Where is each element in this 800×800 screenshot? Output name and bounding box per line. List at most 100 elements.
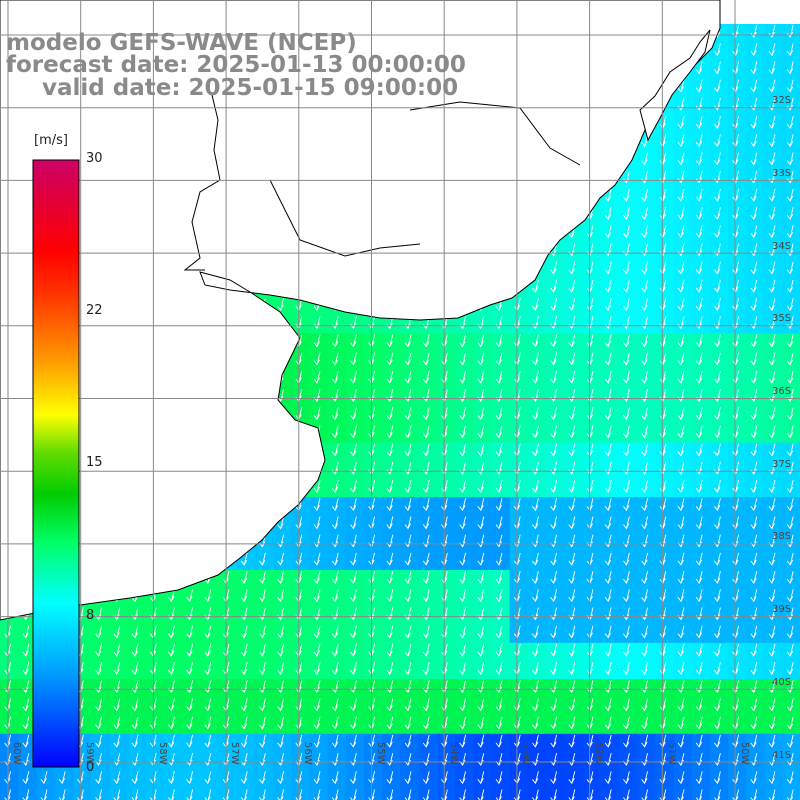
wind-arrow [750,407,758,421]
wind-arrow [623,516,630,530]
wind-arrow [550,498,558,512]
wind-arrow [768,79,776,93]
wind-arrow [750,552,758,566]
wind-arrow [677,334,685,348]
wind-arrow [459,771,467,785]
wind-arrow [313,661,321,675]
wind-arrow [459,334,467,348]
wind-arrow [331,643,339,657]
wind-arrow [641,188,649,202]
wind-arrow [550,516,558,530]
wind-arrow [786,261,794,275]
wind-arrow [168,625,175,639]
wind-arrow [786,698,794,712]
wind-arrow [404,661,412,675]
wind-arrow [550,479,558,493]
wind-arrow [604,261,612,275]
wind-arrow [695,188,703,202]
wind-arrow [259,661,266,675]
wind-arrow [532,643,539,657]
wind-arrow [714,771,721,785]
wind-arrow [459,352,467,366]
wind-arrow [404,771,412,785]
wind-arrow [386,643,394,657]
lagoon-outline [639,29,711,142]
wind-arrow [786,115,794,129]
wind-arrow [714,552,721,566]
wind-arrow [404,589,412,603]
wind-arrow [786,334,794,348]
wind-arrow [422,589,430,603]
wind-arrow [350,734,357,748]
wind-arrow [422,479,430,493]
wind-arrow [714,152,721,166]
wind-arrow [331,716,339,730]
wind-arrow [677,570,685,584]
wind-arrow [623,407,630,421]
wind-arrow [22,734,30,748]
wind-arrow [350,352,357,366]
wind-arrow [604,479,612,493]
wind-arrow [113,716,121,730]
wind-arrow [331,570,339,584]
wind-arrow [623,370,630,384]
wind-arrow [604,498,612,512]
wind-arrow [568,661,576,675]
wind-arrow [350,479,357,493]
wind-arrow [313,734,321,748]
wind-arrow [568,425,576,439]
wind-arrow [459,698,467,712]
wind-arrow [768,297,776,311]
wind-arrow [204,716,212,730]
wind-arrow [768,498,776,512]
wind-arrow [604,552,612,566]
wind-arrow [732,334,740,348]
wind-arrow [695,206,703,220]
wind-arrow [277,516,285,530]
wind-arrow [677,152,685,166]
wind-arrow [786,370,794,384]
valid-date: valid date: 2025-01-15 09:00:00 [42,75,459,101]
wind-arrow [714,625,721,639]
wind-arrow [240,771,248,785]
wind-arrow [732,297,740,311]
wind-arrow [95,771,103,785]
longitude-label: 57W [229,742,240,765]
wind-arrow [768,716,776,730]
wind-arrow [623,661,630,675]
wind-arrow [714,734,721,748]
wind-arrow [313,352,321,366]
wind-arrow [786,498,794,512]
wind-arrow [714,352,721,366]
wind-arrow [677,134,685,148]
wind-arrow [714,698,721,712]
wind-arrow [277,625,285,639]
wind-arrow [532,516,539,530]
wind-arrow [568,552,576,566]
wind-arrow [168,661,175,675]
wind-arrow [568,407,576,421]
wind-arrow [732,771,740,785]
longitude-label: 53W [520,742,531,765]
latitude-label: 38S [772,531,792,542]
wind-arrow [768,115,776,129]
wind-arrow [732,589,740,603]
wind-arrow [404,334,412,348]
wind-arrow [641,279,649,293]
wind-arrow [732,134,740,148]
wind-arrow [623,570,630,584]
wind-arrow [768,479,776,493]
wind-arrow [714,589,721,603]
wind-arrow [641,734,649,748]
longitude-label: 60W [11,742,22,765]
wind-arrow [786,425,794,439]
wind-arrow [768,61,776,75]
latitude-label: 39S [772,604,792,615]
wind-arrow [695,61,703,75]
wind-arrow [459,370,467,384]
wind-arrow [768,370,776,384]
wind-arrow [422,643,430,657]
wind-arrow [350,370,357,384]
wind-arrow [313,643,321,657]
wind-arrow [259,734,266,748]
